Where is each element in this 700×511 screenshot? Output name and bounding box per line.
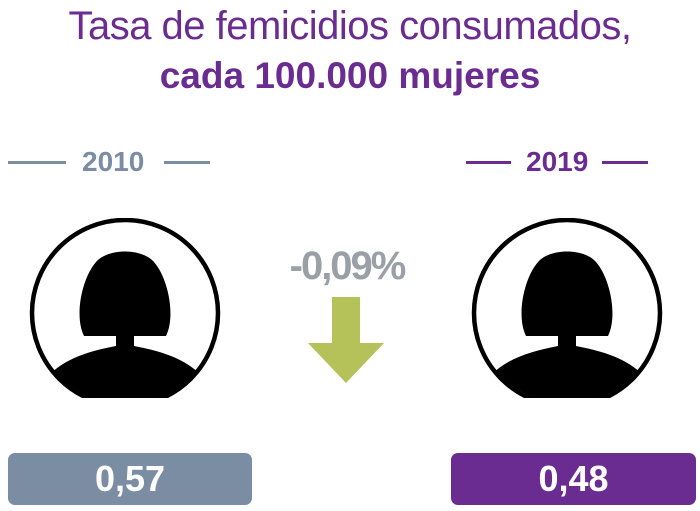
woman-silhouette-icon: [29, 218, 221, 398]
year-label-2010: 2010: [82, 146, 145, 177]
year-rule-right: [602, 160, 649, 164]
change-label: -0,09%: [289, 244, 407, 288]
arrow-down-icon: [308, 297, 384, 383]
title-line-1: Tasa de femicidios consumados,: [68, 4, 632, 48]
woman-silhouette-icon: [471, 218, 663, 398]
year-header-2019: 2019: [466, 145, 649, 179]
value-2010: 0,57: [8, 453, 252, 505]
chart-title: Tasa de femicidios consumados, cada 100.…: [0, 2, 700, 98]
year-rule-left: [8, 160, 66, 164]
year-rule-left: [466, 160, 511, 164]
year-label-2019: 2019: [526, 146, 589, 177]
value-2019: 0,48: [451, 453, 696, 505]
title-line-2: cada 100.000 mujeres: [159, 55, 541, 96]
year-header-2010: 2010: [8, 145, 211, 179]
year-rule-right: [164, 160, 211, 164]
